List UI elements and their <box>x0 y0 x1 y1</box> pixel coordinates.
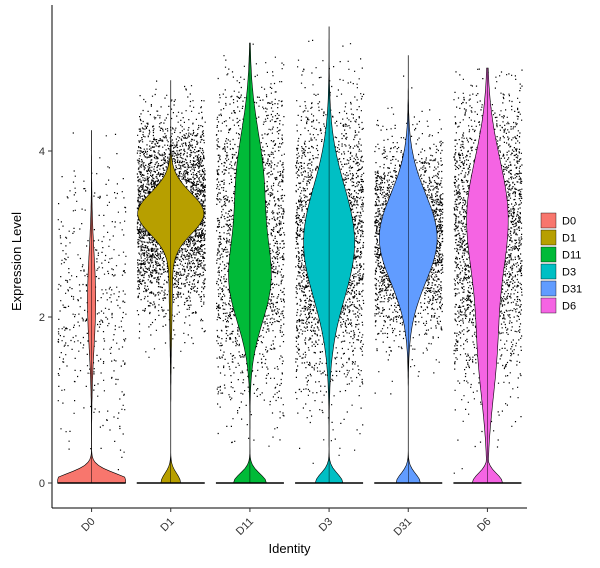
x-tick-label: D11 <box>234 516 256 538</box>
points-D11 <box>215 43 286 447</box>
points-D1 <box>136 80 206 369</box>
legend-label-D11: D11 <box>562 250 581 262</box>
x-tick-label: D0 <box>79 516 97 534</box>
legend-label-D3: D3 <box>562 267 576 279</box>
points-layer <box>57 39 523 474</box>
y-axis-title: Expression Level <box>9 212 24 311</box>
legend-swatch-D31 <box>540 280 557 297</box>
points-D6 <box>453 68 523 474</box>
legend-label-D6: D6 <box>562 301 576 313</box>
x-tick-label: D1 <box>158 516 176 534</box>
y-tick-label: 4 <box>39 146 45 158</box>
legend-swatch-D1 <box>540 229 557 246</box>
x-tick-label: D31 <box>392 516 415 539</box>
legend: D0 D1 D11 D3 D31 D6 <box>540 212 582 314</box>
violin-layer <box>57 26 522 484</box>
x-axis-title: Identity <box>269 541 311 556</box>
axes-layer: 0 2 4 D0 D1 D11 D3 D31 D6 <box>39 5 527 538</box>
legend-label-D0: D0 <box>562 216 576 228</box>
legend-swatch-D11 <box>540 246 557 263</box>
x-tick-label: D6 <box>475 516 493 534</box>
legend-swatch-D6 <box>540 297 557 314</box>
legend-label-D1: D1 <box>562 233 576 245</box>
legend-label-D31: D31 <box>562 284 582 296</box>
legend-swatch-D3 <box>540 263 557 280</box>
legend-swatch-D0 <box>540 212 557 229</box>
x-tick-label: D3 <box>317 516 335 534</box>
y-tick-label: 2 <box>39 312 45 324</box>
y-tick-label: 0 <box>39 478 45 490</box>
